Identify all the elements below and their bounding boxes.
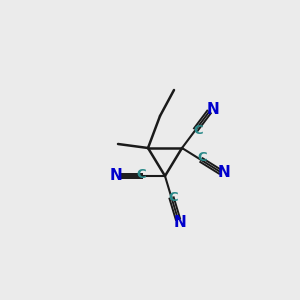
- Text: C: C: [169, 190, 178, 204]
- Text: C: C: [136, 167, 146, 181]
- Text: C: C: [198, 151, 208, 164]
- Text: N: N: [218, 165, 230, 180]
- Text: N: N: [206, 102, 219, 117]
- Text: N: N: [174, 214, 187, 230]
- Text: N: N: [110, 169, 122, 184]
- Text: C: C: [194, 124, 203, 137]
